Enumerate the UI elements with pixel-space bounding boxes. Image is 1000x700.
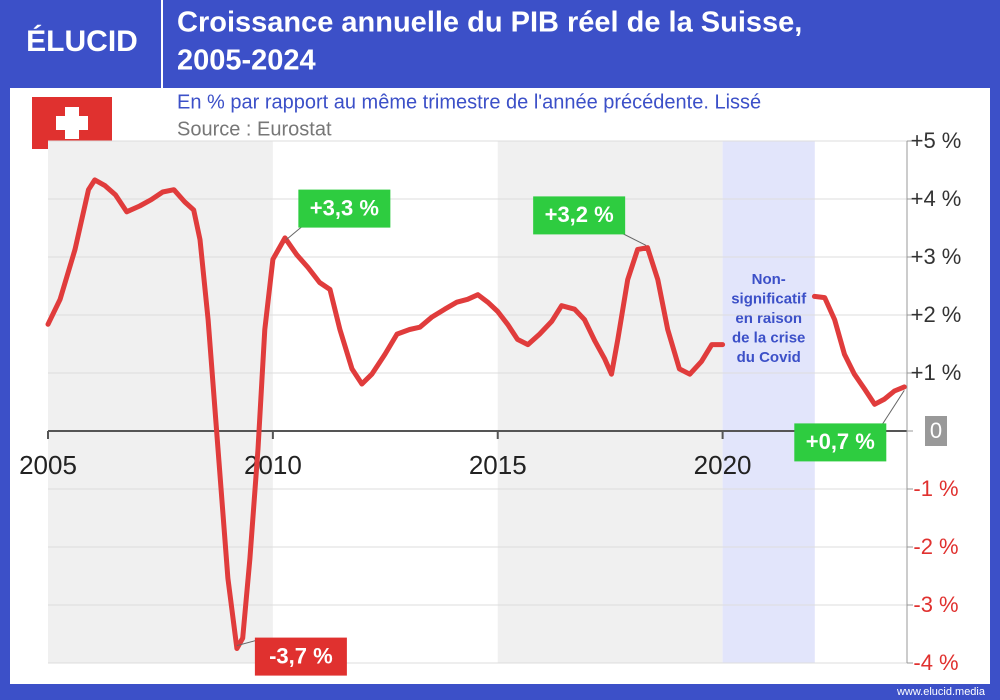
callout-label: +0,7 % [806,429,875,454]
callout-label: +3,3 % [310,195,379,220]
line [45,177,907,651]
shaded-period-label: significatif [731,290,807,307]
x-tick-label: 2020 [694,450,752,480]
y-tick-label: +5 % [911,128,962,153]
callout-leader [286,225,304,240]
x-tick-label: 2015 [469,450,527,480]
y-tick-label: +3 % [911,244,962,269]
callout-leader [620,232,647,246]
shaded-period-label: de la crise [732,329,805,346]
footer: www.elucid.media [896,686,986,698]
callout-box [298,189,391,228]
x-tick-label: 2010 [244,450,302,480]
shaded-period-label: en raison [735,310,802,327]
y-tick-label: -2 % [913,534,958,559]
callout-label: -3,7 % [269,643,333,668]
y-tick-label: +2 % [911,302,962,327]
callout-label: +3,2 % [545,202,614,227]
y-tick-label: -4 % [913,650,958,675]
zero-label-box [925,416,947,446]
band [48,141,273,663]
y-tick-label: -1 % [913,476,958,501]
x-tick-label: 2005 [19,450,77,480]
swiss-flag [32,97,112,149]
shaded-period [722,141,815,663]
y-tick-label: 0 [930,418,942,443]
y-tick-label: +1 % [911,360,962,385]
callout-box [533,196,626,235]
callout-box [794,423,887,462]
chart-title: 2005-2024 [177,45,316,77]
chart-title: Croissance annuelle du PIB réel de la Su… [177,7,802,39]
plot: Non-significatif en raison de la crise du C… [19,128,961,676]
callout-box [254,637,347,676]
subtitle: En % par rapport au même trimestre de l'… [177,91,761,113]
source: Source : Eurostat [177,118,332,140]
shaded-period-label: Non- [752,271,786,288]
logo: ÉLUCID [26,24,138,58]
y-tick-label: -3 % [913,592,958,617]
y-tick-label: +4 % [911,186,962,211]
shaded-period-label: du Covid [737,349,801,366]
callout-leader [881,390,905,426]
